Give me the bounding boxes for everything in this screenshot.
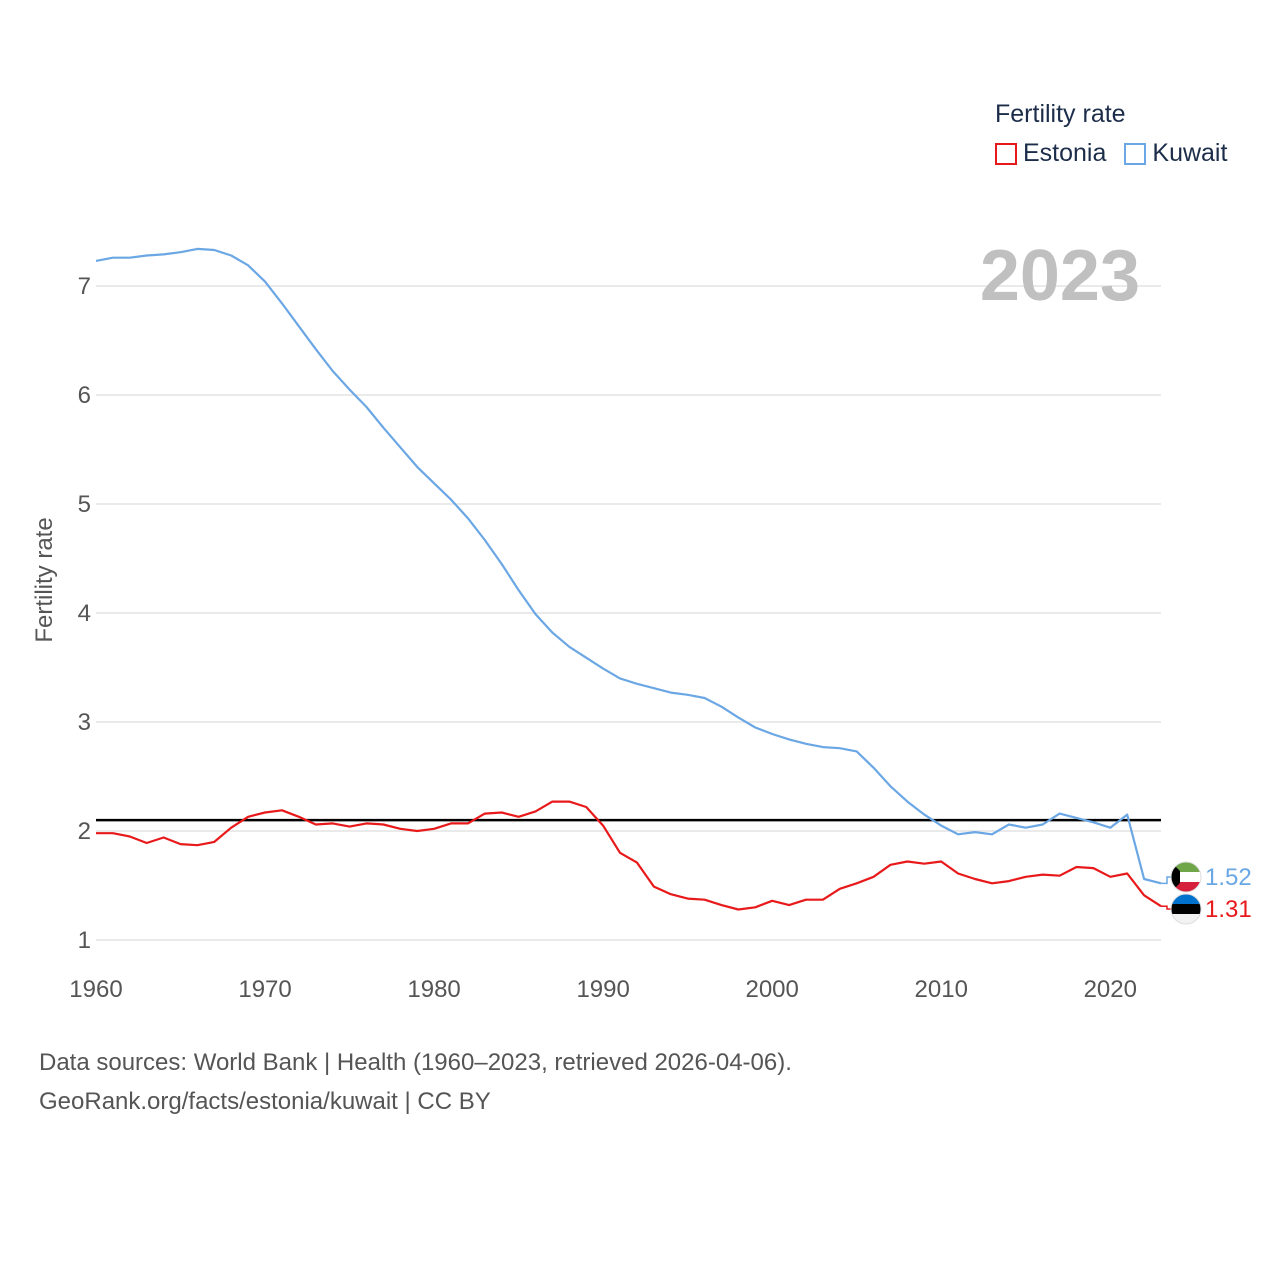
legend-label-kuwait: Kuwait xyxy=(1152,139,1228,167)
series-lines xyxy=(95,247,1162,911)
source-line: Data sources: World Bank | Health (1960–… xyxy=(39,1049,792,1076)
x-tick-label: 1970 xyxy=(238,976,291,1003)
legend-title: Fertility rate xyxy=(995,100,1126,128)
series-line-estonia xyxy=(96,800,1162,911)
legend-item-kuwait[interactable]: Kuwait xyxy=(1124,139,1227,168)
end-value-kuwait: 1.52 xyxy=(1205,864,1252,891)
end-value-estonia: 1.31 xyxy=(1205,896,1252,923)
legend-swatch-kuwait xyxy=(1124,142,1147,165)
kuwait-flag-icon xyxy=(1170,861,1202,893)
y-axis-label: Fertility rate xyxy=(31,517,58,642)
x-tick-label: 2020 xyxy=(1084,976,1137,1003)
legend: Fertility rate Estonia Kuwait xyxy=(995,100,1227,168)
data-sources: Data sources: World Bank | Health (1960–… xyxy=(39,1043,792,1121)
connector-kuwait xyxy=(1161,876,1172,885)
legend-label-estonia: Estonia xyxy=(1023,139,1107,167)
y-tick-label: 5 xyxy=(78,491,91,518)
attribution-link[interactable]: GeoRank.org/facts/estonia/kuwait | CC BY xyxy=(39,1088,491,1115)
x-tick-label: 2010 xyxy=(915,976,968,1003)
y-tick-label: 1 xyxy=(78,927,91,954)
y-axis-ticks: 1 2 3 4 5 6 7 xyxy=(78,273,91,954)
legend-item-estonia[interactable]: Estonia xyxy=(995,139,1106,168)
y-tick-label: 3 xyxy=(78,709,91,736)
x-axis-ticks: 1960 1970 1980 1990 2000 2010 2020 xyxy=(69,976,1137,1003)
y-tick-label: 4 xyxy=(78,600,91,627)
y-tick-label: 2 xyxy=(78,818,91,845)
y-tick-label: 6 xyxy=(78,382,91,409)
x-tick-label: 1990 xyxy=(576,976,629,1003)
x-tick-label: 1980 xyxy=(407,976,460,1003)
series-line-kuwait xyxy=(95,247,1162,885)
x-tick-label: 1960 xyxy=(69,976,122,1003)
estonia-flag-icon xyxy=(1170,893,1202,925)
gridlines xyxy=(96,285,1161,941)
connector-estonia xyxy=(1161,905,1172,910)
end-markers: 1.31 1.52 xyxy=(1161,861,1252,925)
y-tick-label: 7 xyxy=(78,273,91,300)
legend-swatch-estonia xyxy=(995,142,1017,165)
current-year-label: 2023 xyxy=(980,236,1140,316)
x-tick-label: 2000 xyxy=(745,976,798,1003)
